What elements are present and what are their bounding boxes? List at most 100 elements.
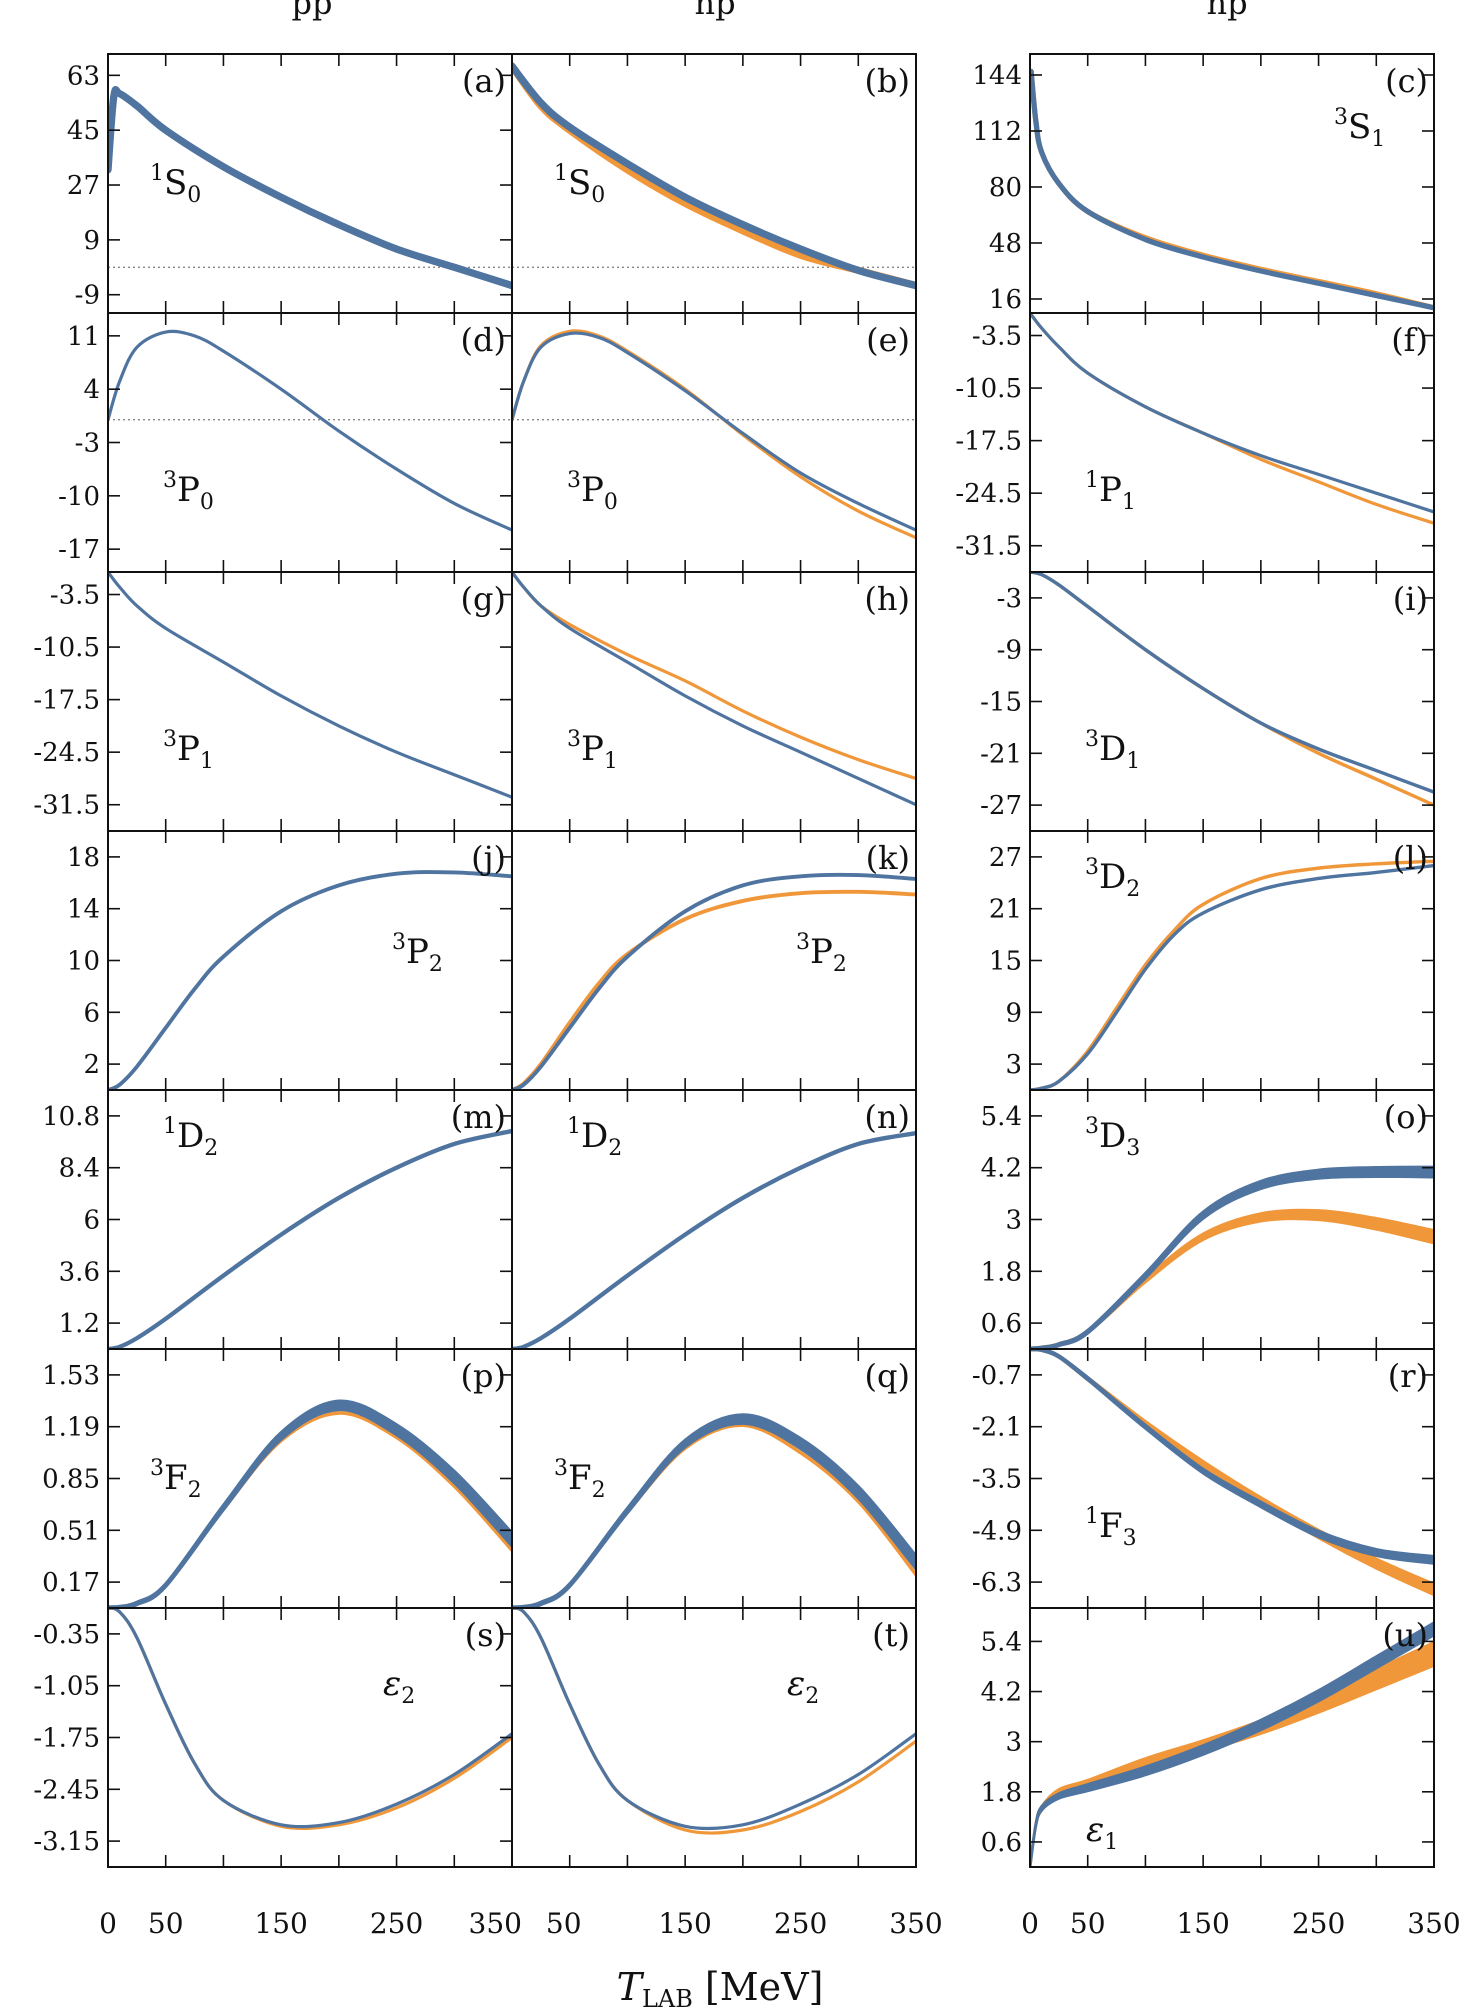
wave-label-subscript-h: 1: [604, 749, 618, 774]
xtick-label-col2-0: 0: [1021, 1907, 1039, 1940]
series-band-blue-q: [512, 1413, 916, 1608]
wave-label-main-k: P: [810, 932, 833, 972]
wave-label-superscript-q: 3: [554, 1456, 568, 1481]
panel-r: -0.7 -2.1 -3.5 -4.9 -6.3 (r) 1F3: [972, 1348, 1435, 1609]
wave-label-m: 1D2: [163, 1114, 218, 1161]
xtick-label-col0-1: 50: [148, 1907, 184, 1940]
series-line-blue-e: [512, 331, 916, 532]
ytick-label-o-1: 4.2: [981, 1154, 1022, 1184]
ytick-label-o-3: 1.8: [981, 1257, 1022, 1287]
wave-label-main-r: F: [1099, 1506, 1123, 1546]
ytick-label-p-2: 0.85: [42, 1465, 100, 1495]
panel-m: 10.8 8.4 6 3.6 1.2 (m) 1D2: [42, 1089, 513, 1350]
ytick-label-c-3: 48: [989, 229, 1022, 259]
xtick-label-col2-1: 50: [1070, 1907, 1106, 1940]
wave-label-main-l: D: [1099, 857, 1126, 897]
panel-letter-d: (d): [461, 321, 506, 359]
panel-h: (h) 3P1: [511, 571, 917, 832]
series-group-u: [1030, 1621, 1434, 1867]
wave-label-subscript-i: 1: [1126, 749, 1140, 774]
ytick-label-m-1: 8.4: [59, 1154, 100, 1184]
ytick-label-d-0: 11: [67, 322, 100, 352]
wave-label-s: ε2: [383, 1664, 415, 1709]
panel-letter-b: (b): [865, 62, 910, 100]
ytick-label-l-2: 15: [989, 947, 1022, 977]
ytick-label-u-3: 1.8: [981, 1778, 1022, 1808]
ytick-label-r-1: -2.1: [972, 1413, 1022, 1443]
wave-label-superscript-h: 3: [567, 727, 581, 752]
wave-label-subscript-c: 1: [1371, 127, 1385, 152]
wave-label-superscript-c: 3: [1334, 105, 1348, 130]
series-line-orange-s: [108, 1608, 512, 1831]
panel-u: 5.4 4.2 3 1.8 0.6 (u) ε1: [981, 1607, 1435, 1868]
ytick-label-p-1: 1.19: [42, 1413, 100, 1443]
series-band-blue-o: [1030, 1165, 1434, 1349]
wave-label-main-f: P: [1099, 470, 1122, 510]
wave-label-main-t: ε: [787, 1664, 805, 1704]
wave-label-subscript-b: 0: [591, 183, 605, 208]
wave-label-subscript-p: 2: [188, 1478, 202, 1503]
series-line-blue-f: [1030, 313, 1434, 514]
wave-label-superscript-a: 1: [150, 161, 164, 186]
series-group-s: [108, 1608, 512, 1831]
series-line-blue-l: [1030, 863, 1434, 1090]
panel-t: (t) ε2: [511, 1607, 917, 1868]
frame-h: [511, 571, 917, 832]
wave-label-c: 3S1: [1334, 105, 1385, 152]
panel-o: 5.44.231.80.6(o)3D3: [981, 1089, 1435, 1350]
ytick-label-u-2: 3: [1005, 1728, 1022, 1758]
panel-letter-h: (h): [864, 580, 910, 618]
wave-label-superscript-k: 3: [796, 930, 810, 955]
series-group-a: [108, 86, 512, 290]
frame-t: [511, 1607, 917, 1868]
series-group-k: [512, 872, 916, 1090]
panel-b: (b) 1S0: [511, 53, 917, 314]
ytick-label-l-1: 21: [989, 895, 1022, 925]
panel-k: (k) 3P2: [511, 830, 917, 1091]
panel-q: (q) 3F2: [511, 1348, 917, 1609]
xtick-label-col1-1: 50: [546, 1907, 582, 1940]
ytick-label-g-0: -3.5: [50, 581, 100, 611]
panel-g: -3.5 -10.5 -17.5 -24.5 -31.5 (g) 3P1: [33, 571, 513, 832]
ytick-label-c-0: 144: [972, 61, 1022, 91]
series-group-q: [512, 1413, 916, 1608]
wave-label-main-p: F: [164, 1458, 188, 1498]
wave-label-j: 3P2: [392, 930, 443, 977]
wave-label-r: 1F3: [1085, 1504, 1137, 1551]
ytick-label-f-1: -10.5: [955, 374, 1022, 404]
wave-label-b: 1S0: [554, 161, 605, 208]
column-header-np-2: np: [1206, 0, 1247, 22]
wave-label-subscript-a: 0: [187, 183, 201, 208]
ytick-label-d-4: -17: [58, 535, 100, 565]
ytick-label-l-3: 9: [1005, 998, 1022, 1028]
ytick-label-p-0: 1.53: [42, 1361, 100, 1391]
wave-label-o: 3D3: [1085, 1114, 1140, 1161]
frame-f: [1029, 312, 1435, 573]
series-group-h: [512, 572, 916, 807]
ytick-label-o-4: 0.6: [981, 1309, 1022, 1339]
series-group-e: [512, 329, 916, 540]
x-axes: 0 50 150 250 350 50 150 250 350 0 50 150 250 350: [99, 1907, 1461, 1940]
wave-label-h: 3P1: [567, 727, 618, 774]
wave-label-subscript-s: 2: [401, 1684, 415, 1709]
series-line-blue-i: [1030, 572, 1434, 794]
ytick-label-a-3: 9: [83, 226, 100, 256]
ytick-label-g-2: -17.5: [33, 686, 100, 716]
panel-letter-i: (i): [1393, 580, 1428, 618]
wave-label-subscript-d: 0: [200, 490, 214, 515]
wave-label-g: 3P1: [163, 727, 214, 774]
ytick-label-j-2: 10: [67, 947, 100, 977]
wave-label-superscript-n: 1: [567, 1114, 581, 1139]
panel-s: -0.35 -1.05 -1.75 -2.45 -3.15 (s) ε2: [33, 1607, 513, 1868]
series-group-p: [108, 1399, 512, 1608]
wave-label-superscript-j: 3: [392, 930, 406, 955]
wave-label-superscript-o: 3: [1085, 1114, 1099, 1139]
series-band-blue-u: [1030, 1621, 1434, 1867]
panel-letter-c: (c): [1385, 62, 1428, 100]
series-line-orange-t: [512, 1608, 916, 1835]
wave-label-subscript-f: 1: [1122, 490, 1136, 515]
